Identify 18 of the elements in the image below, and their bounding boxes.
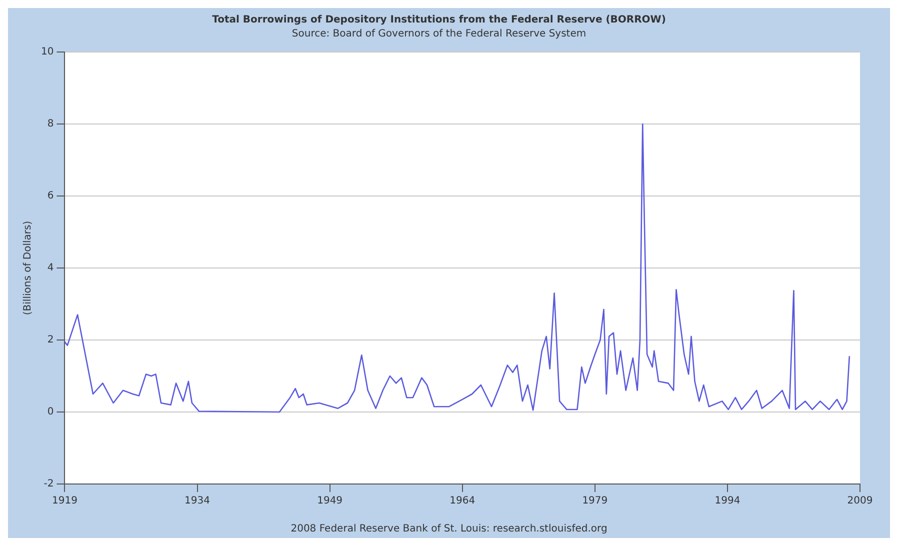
x-tick-label: 2009: [847, 496, 873, 507]
y-tick-label: 4: [47, 262, 54, 274]
x-tick-label: 1949: [317, 496, 343, 507]
x-tick-label: 1934: [184, 496, 210, 507]
chart-subtitle: Source: Board of Governors of the Federal Reserve System: [292, 28, 586, 40]
y-axis-title: (Billions of Dollars): [22, 220, 34, 316]
x-tick-label: 1979: [582, 496, 608, 507]
y-tick-label: -2: [44, 478, 54, 490]
text: 2008 Federal Reserve Bank of St. Louis: research.stlouisfed.org: [290, 524, 608, 535]
x-tick-label: 1919: [52, 496, 78, 507]
x-tick-label: 1994: [714, 496, 740, 507]
x-tick-label: 1964: [450, 496, 476, 507]
y-tick-label: 2: [47, 334, 54, 346]
y-tick-label: 0: [47, 406, 54, 418]
y-tick-label: 6: [47, 190, 54, 202]
y-tick-label: 10: [40, 46, 54, 58]
y-tick-label: 8: [47, 118, 54, 130]
chart-title: Total Borrowings of Depository Institutions from the Federal Reserve (BORROW): [212, 14, 666, 26]
